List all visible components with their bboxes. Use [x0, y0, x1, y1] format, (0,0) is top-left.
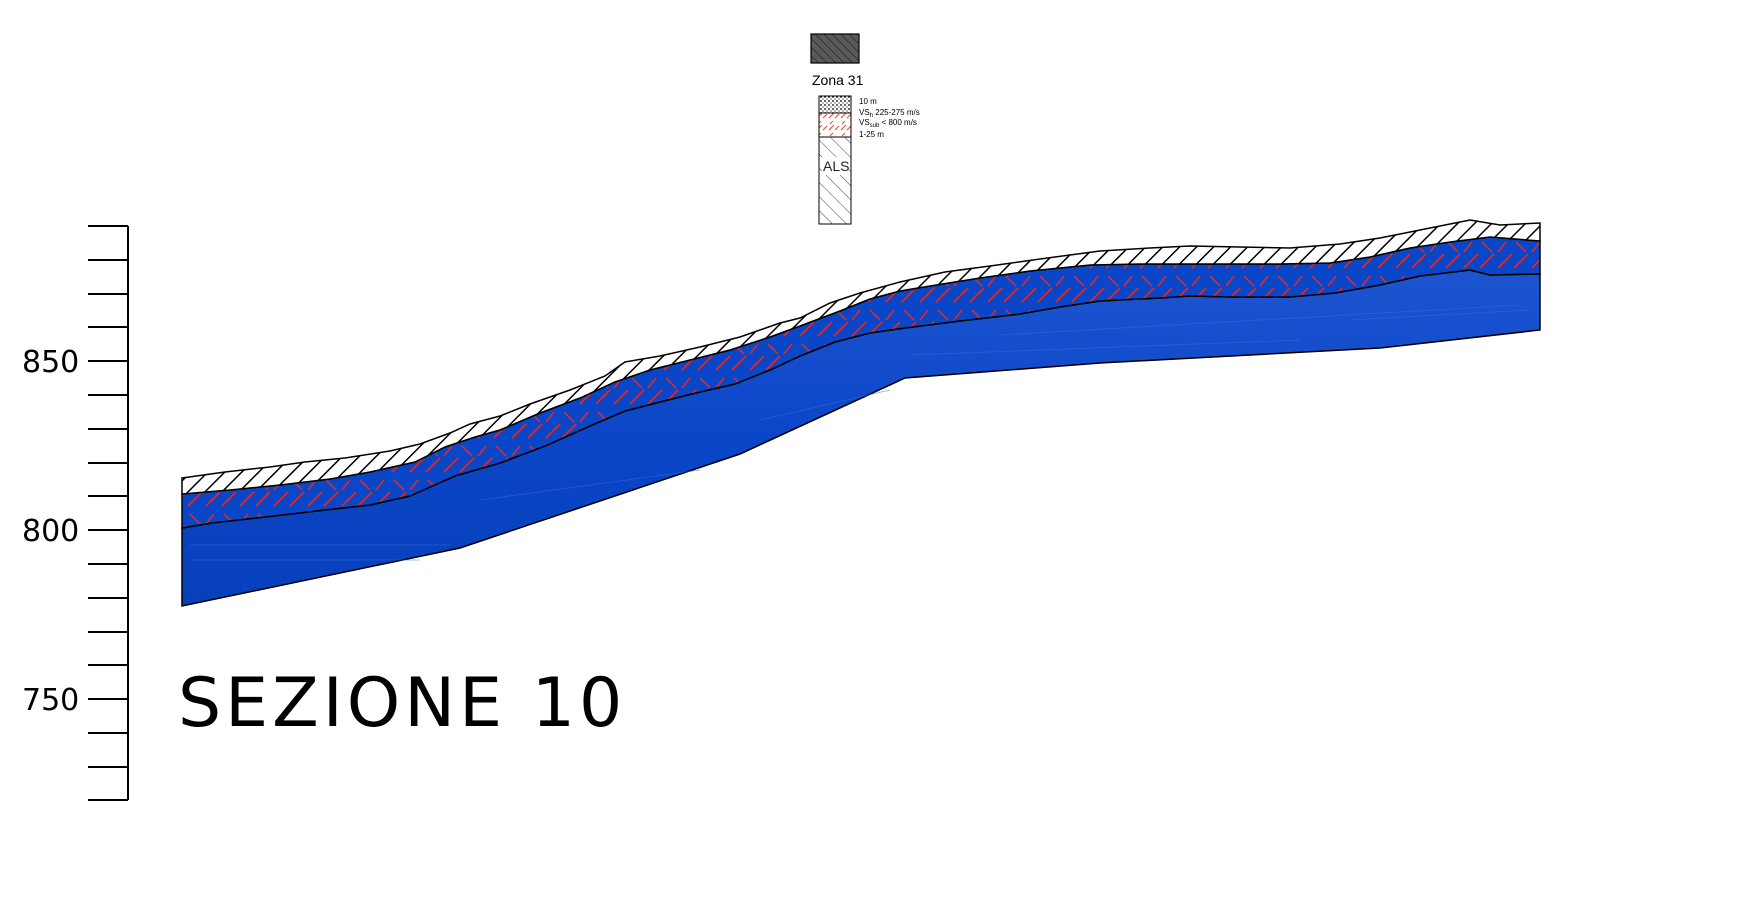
legend-note-vs-main: VSh 225-275 m/s — [859, 108, 920, 119]
cover-layer — [181, 219, 1541, 495]
tick-label-800: 800 — [22, 514, 79, 549]
legend-note-thickness-top: 10 m — [859, 97, 877, 106]
legend-zone-name: Zona 31 — [812, 72, 864, 88]
tick-label-850: 850 — [22, 345, 79, 380]
legend-note-vs-sub: VSsub < 800 m/s — [859, 118, 917, 129]
legend-note-thickness-mid: 1-25 m — [859, 130, 884, 139]
legend-weathered-box — [818, 112, 852, 138]
legend-bedrock-box — [818, 136, 852, 225]
cross-section — [181, 219, 1541, 607]
section-title: SEZIONE 10 — [178, 664, 626, 743]
elevation-axis — [88, 225, 129, 801]
legend-zone-swatch — [810, 33, 860, 64]
legend-bedrock-label: ALS — [823, 158, 849, 174]
legend-cover-box — [818, 95, 852, 114]
bedrock-sheen — [190, 304, 1531, 561]
axis-ticks — [88, 225, 128, 801]
legend: Zona 31 ALS 10 m VSh 225-275 m/s VSsub <… — [810, 33, 920, 225]
tick-label-750: 750 — [22, 683, 79, 718]
legend-stratigraphic-column: ALS — [818, 95, 852, 225]
